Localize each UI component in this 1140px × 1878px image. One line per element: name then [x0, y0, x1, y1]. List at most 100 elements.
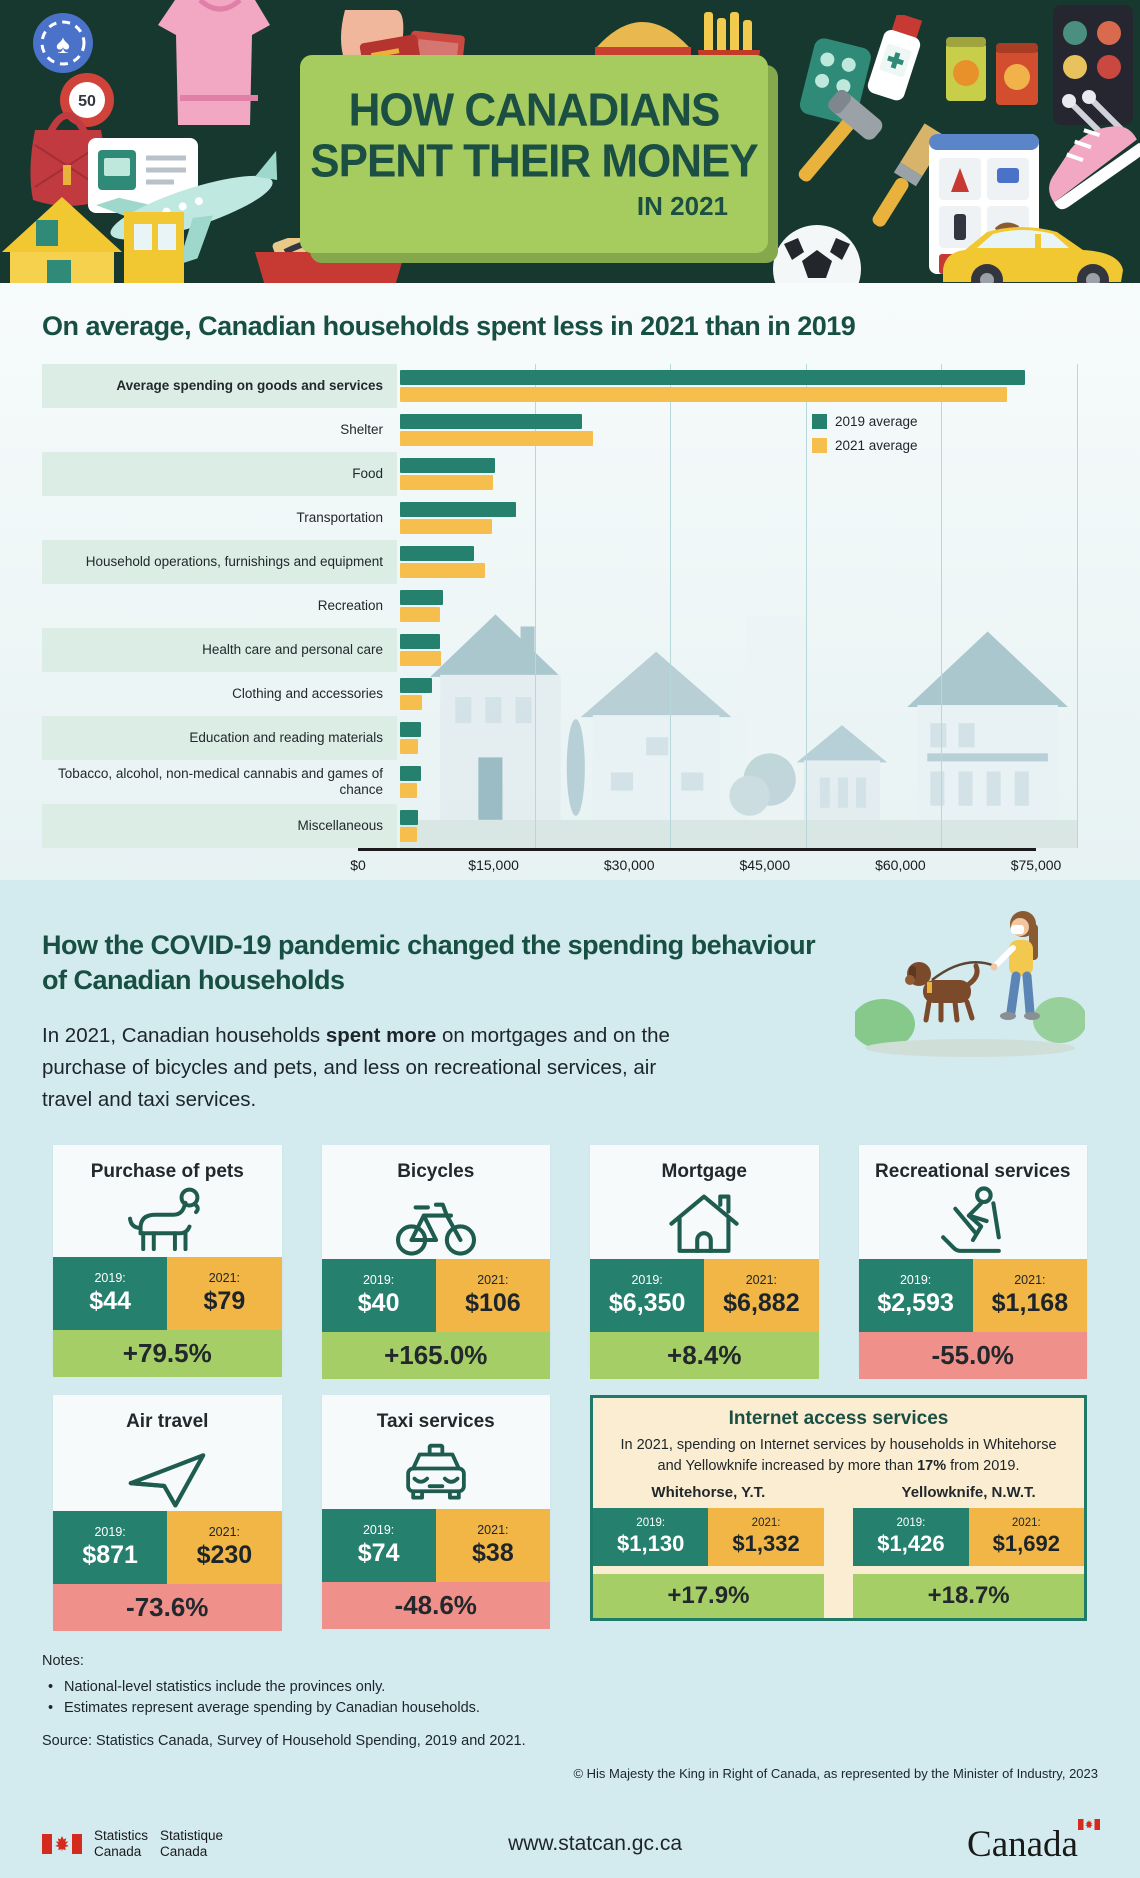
value-y2019: 2019: $1,130 [593, 1508, 709, 1567]
card-title: Mortgage [661, 1161, 748, 1183]
x-tick-label: $15,000 [468, 857, 519, 873]
value-y2021: 2021: $6,882 [704, 1259, 819, 1333]
internet-para-part2: from 2019. [946, 1457, 1020, 1474]
header-banner: ♠ 50 $ [0, 0, 1140, 283]
legend-item: 2021 average [812, 438, 918, 453]
card-title: Air travel [126, 1411, 209, 1433]
category-bars [397, 765, 1075, 800]
card-recreational-services: Recreational services 2019: $2,593 2021: $1,… [858, 1145, 1087, 1380]
chart-row: Transportation [42, 496, 1078, 540]
house-illustration [0, 192, 192, 283]
card-values: 2019: $871 2021: $230 [53, 1511, 282, 1585]
year-label: 2019: [362, 1523, 395, 1538]
bar-2019 [400, 546, 474, 562]
amount: $1,168 [991, 1289, 1069, 1318]
footer-bar: Statistics Canada Statistique Canada www… [42, 1818, 1100, 1866]
agency-fr-line2: Canada [160, 1844, 208, 1860]
chart-row: Household operations, furnishings and eq… [42, 540, 1078, 584]
value-y2021: 2021: $1,168 [972, 1259, 1087, 1333]
card-title: Purchase of pets [90, 1161, 244, 1183]
bar-2021 [400, 386, 1007, 402]
category-bars [397, 809, 1075, 844]
bar-2021 [400, 430, 593, 446]
card-title: Taxi services [376, 1411, 495, 1433]
gridline [1077, 364, 1078, 848]
category-label: Average spending on goods and services [42, 364, 397, 408]
title-panel: HOW CANADIANS SPENT THEIR MONEY IN 2021 [300, 55, 768, 253]
card-title: Bicycles [397, 1161, 475, 1183]
legend-item: 2019 average [812, 414, 918, 429]
percent-change: +18.7% [853, 1574, 1084, 1619]
percent-change: +17.9% [593, 1574, 824, 1619]
category-bars [397, 545, 1075, 580]
notes-list: National-level statistics include the pr… [42, 1677, 1098, 1719]
source-line: Source: Statistics Canada, Survey of Hou… [42, 1732, 526, 1749]
amount: $44 [89, 1287, 131, 1316]
bar-2021 [400, 826, 418, 842]
chart-row: Shelter [42, 408, 1078, 452]
note-item: Estimates represent average spending by … [42, 1698, 1098, 1719]
main-title-line1: HOW CANADIANS [348, 84, 721, 137]
value-y2021: 2021: $1,332 [708, 1508, 824, 1567]
bar-2019 [400, 502, 517, 518]
category-label: Health care and personal care [42, 628, 397, 672]
card-title: Recreational services [875, 1161, 1071, 1183]
bar-2021 [400, 694, 423, 710]
category-bars [397, 677, 1075, 712]
house-icon [590, 1183, 819, 1259]
amount: $1,130 [617, 1531, 685, 1557]
amount: $106 [465, 1289, 521, 1318]
bar-2019 [400, 810, 419, 826]
category-bars [397, 457, 1075, 492]
statcan-url-link[interactable]: www.statcan.gc.ca [508, 1832, 682, 1856]
chart-row: Average spending on goods and services [42, 364, 1078, 408]
agency-en-line2: Canada [94, 1844, 142, 1860]
card-values: 2019: $6,350 2021: $6,882 [590, 1259, 819, 1333]
gridline [805, 364, 807, 848]
gridline [941, 364, 943, 848]
chart-row: Education and reading materials [42, 716, 1078, 760]
value-y2021: 2021: $79 [167, 1257, 282, 1331]
chart-row: Health care and personal care [42, 628, 1078, 672]
intro-part2: on mortgages and on the purchase of bicy… [42, 1024, 670, 1111]
statcan-logo: Statistics Canada Statistique Canada [42, 1828, 223, 1860]
canada-wordmark: Canada [967, 1818, 1100, 1866]
agency-en-line1: Statistics [94, 1827, 149, 1843]
card-mortgage: Mortgage 2019: $6,350 2021: $6,882 +8.4% [590, 1145, 819, 1380]
year-label: 2021: [208, 1271, 241, 1286]
category-bars [397, 633, 1075, 668]
amount: $1,332 [732, 1531, 800, 1557]
internet-para-part1: In 2021, spending on Internet services b… [620, 1437, 1057, 1474]
location-name: Yellowknife, N.W.T. [901, 1484, 1036, 1502]
bar-2021 [400, 518, 492, 534]
card-values: 2019: $40 2021: $106 [321, 1259, 550, 1333]
chart-row: Tobacco, alcohol, non-medical cannabis a… [42, 760, 1078, 804]
chart-heading: On average, Canadian households spent le… [42, 311, 856, 341]
internet-para-bold: 17% [917, 1457, 947, 1474]
percent-change: -48.6% [321, 1582, 550, 1630]
legend-label: 2021 average [835, 438, 918, 453]
bar-2019 [400, 766, 421, 782]
bar-2021 [400, 474, 493, 490]
bicycle-icon [322, 1183, 551, 1259]
svg-text:♠: ♠ [56, 29, 70, 59]
amount: $1,426 [877, 1531, 945, 1557]
category-bars [397, 721, 1075, 756]
chart-legend: 2019 average 2021 average [812, 414, 918, 462]
category-label: Miscellaneous [42, 804, 397, 848]
covid-heading-line2: of Canadian households [42, 965, 345, 996]
category-label: Clothing and accessories [232, 686, 383, 702]
airplane-icon [53, 1433, 282, 1511]
main-title-year: IN 2021 [636, 191, 728, 222]
year-label: 2021: [745, 1273, 778, 1288]
internet-card-paragraph: In 2021, spending on Internet services b… [617, 1435, 1060, 1476]
taxi-icon [322, 1433, 551, 1509]
year-label: 2019: [899, 1273, 932, 1288]
amount: $871 [82, 1541, 138, 1570]
spending-chart-section: On average, Canadian households spent le… [0, 283, 1140, 880]
value-y2019: 2019: $871 [53, 1511, 168, 1585]
chart-row: Clothing and accessories [42, 672, 1078, 716]
category-bars [397, 589, 1075, 624]
year-label: 2019: [896, 1517, 926, 1530]
card-values: 2019: $74 2021: $38 [321, 1509, 550, 1583]
